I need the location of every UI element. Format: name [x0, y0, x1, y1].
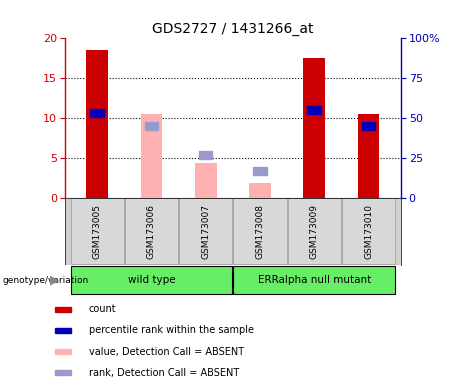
- Text: GSM173009: GSM173009: [310, 204, 319, 259]
- Bar: [90, 109, 104, 117]
- Text: count: count: [89, 304, 117, 314]
- Bar: [145, 122, 158, 130]
- Bar: [253, 167, 267, 175]
- Bar: [55, 370, 71, 375]
- Text: value, Detection Call = ABSENT: value, Detection Call = ABSENT: [89, 346, 244, 356]
- Bar: [55, 307, 71, 311]
- Bar: [342, 199, 395, 264]
- Bar: [55, 328, 71, 333]
- Text: genotype/variation: genotype/variation: [2, 276, 89, 285]
- Text: GSM173008: GSM173008: [255, 204, 265, 259]
- Text: ▶: ▶: [50, 274, 59, 287]
- Bar: [86, 50, 108, 198]
- Bar: [55, 349, 71, 354]
- Bar: [233, 266, 395, 294]
- Text: GSM173006: GSM173006: [147, 204, 156, 259]
- Text: GSM173005: GSM173005: [93, 204, 101, 259]
- Bar: [233, 199, 287, 264]
- Text: GSM173010: GSM173010: [364, 204, 373, 259]
- Text: percentile rank within the sample: percentile rank within the sample: [89, 325, 254, 335]
- Text: rank, Detection Call = ABSENT: rank, Detection Call = ABSENT: [89, 368, 239, 378]
- Bar: [141, 114, 162, 198]
- Bar: [179, 199, 232, 264]
- Bar: [307, 106, 321, 114]
- Bar: [195, 163, 217, 198]
- Bar: [288, 199, 341, 264]
- Text: ERRalpha null mutant: ERRalpha null mutant: [258, 275, 371, 285]
- Bar: [303, 58, 325, 198]
- Bar: [199, 151, 213, 159]
- Text: wild type: wild type: [128, 275, 175, 285]
- Bar: [71, 199, 124, 264]
- Bar: [249, 184, 271, 198]
- Bar: [358, 114, 379, 198]
- Text: GSM173007: GSM173007: [201, 204, 210, 259]
- Title: GDS2727 / 1431266_at: GDS2727 / 1431266_at: [152, 22, 313, 36]
- Bar: [362, 122, 375, 130]
- Bar: [125, 199, 178, 264]
- Bar: [71, 266, 232, 294]
